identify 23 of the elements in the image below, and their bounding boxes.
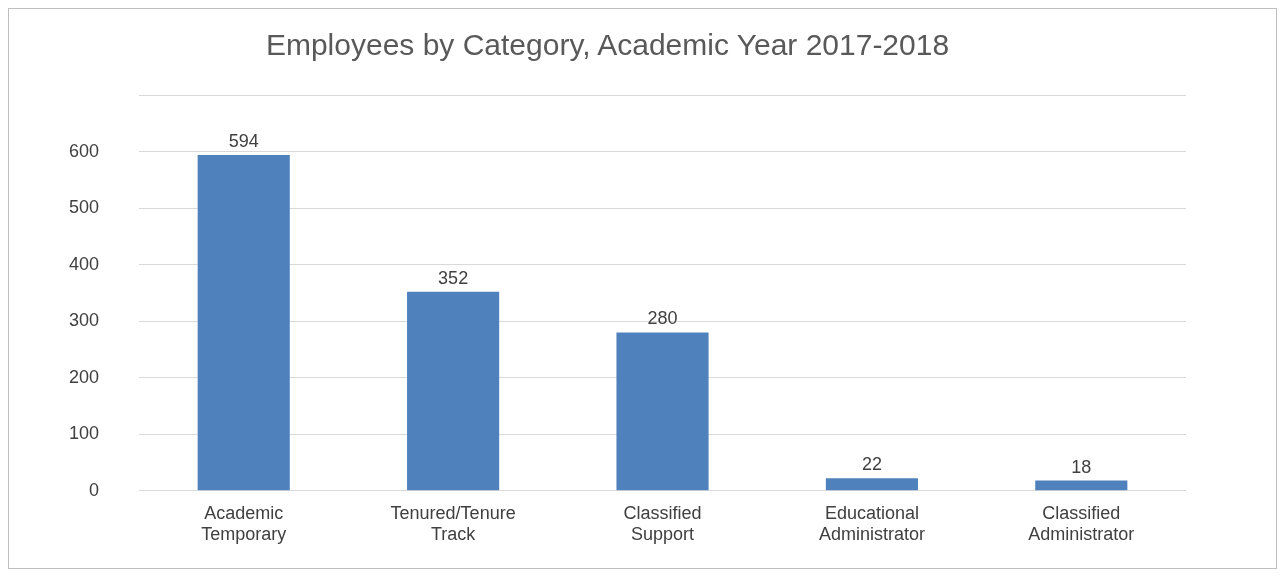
y-tick-label: 100 bbox=[68, 423, 100, 444]
y-tick-label: 500 bbox=[68, 197, 100, 218]
y-tick-label: 400 bbox=[68, 253, 100, 274]
bar bbox=[1035, 480, 1128, 491]
data-label: 280 bbox=[647, 308, 678, 329]
x-tick-label: Classified Support bbox=[623, 502, 702, 545]
data-label: 22 bbox=[861, 454, 882, 475]
data-label: 18 bbox=[1071, 456, 1092, 477]
x-tick-label: Academic Temporary bbox=[201, 502, 287, 545]
y-tick-label: 0 bbox=[89, 479, 100, 500]
y-tick-label: 300 bbox=[68, 310, 100, 331]
y-tick-label: 600 bbox=[68, 140, 100, 161]
data-label: 594 bbox=[228, 130, 259, 151]
x-tick-label: Educational Administrator bbox=[818, 502, 925, 545]
bar bbox=[407, 291, 500, 491]
y-tick-label: 200 bbox=[68, 366, 100, 387]
x-tick-label: Classified Administrator bbox=[1028, 502, 1135, 545]
bar bbox=[616, 332, 709, 491]
bar bbox=[825, 478, 918, 491]
x-tick-label: Tenured/Tenure Track bbox=[390, 502, 516, 545]
bar bbox=[197, 154, 290, 491]
chart-title: Employees by Category, Academic Year 2017-2018 bbox=[265, 28, 950, 62]
data-label: 352 bbox=[438, 267, 469, 288]
